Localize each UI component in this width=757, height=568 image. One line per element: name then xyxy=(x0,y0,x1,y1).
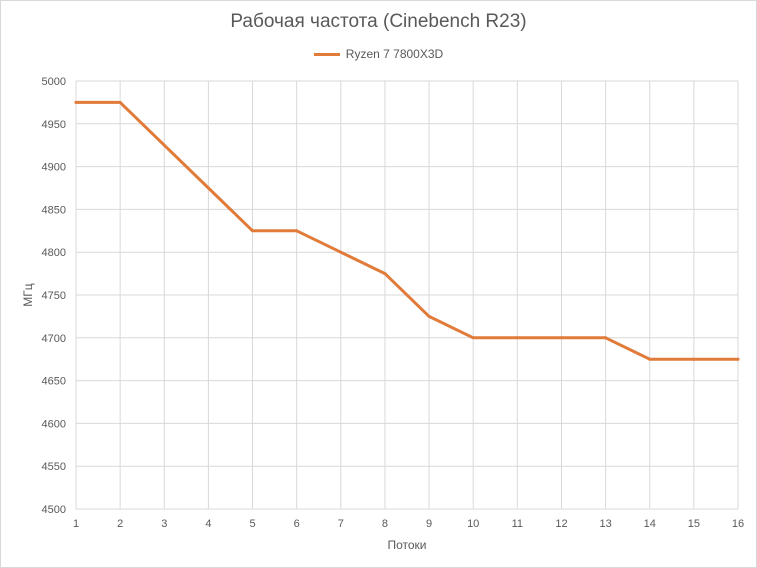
x-tick-label: 7 xyxy=(338,518,344,530)
legend-swatch xyxy=(313,52,340,56)
y-tick-label: 4850 xyxy=(42,204,66,216)
data-point xyxy=(736,357,740,361)
y-tick-label: 4900 xyxy=(42,162,66,174)
x-tick-label: 4 xyxy=(205,518,211,530)
legend: Ryzen 7 7800X3D xyxy=(1,47,756,61)
legend-label: Ryzen 7 7800X3D xyxy=(345,47,444,61)
data-point xyxy=(251,229,255,233)
y-tick-label: 4950 xyxy=(42,119,66,131)
x-tick-label: 3 xyxy=(161,518,167,530)
x-tick-label: 15 xyxy=(688,518,700,530)
y-tick-label: 4500 xyxy=(42,504,66,516)
y-tick-label: 4600 xyxy=(42,418,66,430)
data-point xyxy=(162,143,166,147)
x-axis-title: Потоки xyxy=(387,538,426,552)
chart-title: Рабочая частота (Cinebench R23) xyxy=(230,11,527,32)
data-point xyxy=(339,250,343,254)
y-axis-title: МГц xyxy=(21,283,35,306)
data-point xyxy=(471,336,475,340)
data-point xyxy=(118,100,122,104)
x-tick-label: 8 xyxy=(382,518,388,530)
data-point xyxy=(559,336,563,340)
data-point xyxy=(648,357,652,361)
y-tick-label: 4650 xyxy=(42,376,66,388)
series-line xyxy=(74,100,740,361)
x-tick-label: 2 xyxy=(117,518,123,530)
y-tick-label: 4550 xyxy=(42,461,66,473)
x-tick-label: 16 xyxy=(732,518,744,530)
x-tick-label: 5 xyxy=(249,518,255,530)
data-point xyxy=(74,100,78,104)
data-point xyxy=(427,314,431,318)
x-tick-label: 12 xyxy=(555,518,567,530)
x-tick-label: 1 xyxy=(73,518,79,530)
x-tick-label: 13 xyxy=(599,518,611,530)
x-tick-label: 6 xyxy=(294,518,300,530)
y-tick-label: 4700 xyxy=(42,333,66,345)
data-point xyxy=(295,229,299,233)
data-point xyxy=(383,272,387,276)
y-tick-label: 5000 xyxy=(42,76,66,88)
data-point xyxy=(515,336,519,340)
y-tick-label: 4750 xyxy=(42,290,66,302)
x-tick-label: 14 xyxy=(644,518,656,530)
x-tick-label: 10 xyxy=(467,518,479,530)
data-point xyxy=(692,357,696,361)
data-point xyxy=(604,336,608,340)
y-tick-label: 4800 xyxy=(42,247,66,259)
data-point xyxy=(206,186,210,190)
x-tick-label: 9 xyxy=(426,518,432,530)
x-tick-label: 11 xyxy=(512,518,523,530)
